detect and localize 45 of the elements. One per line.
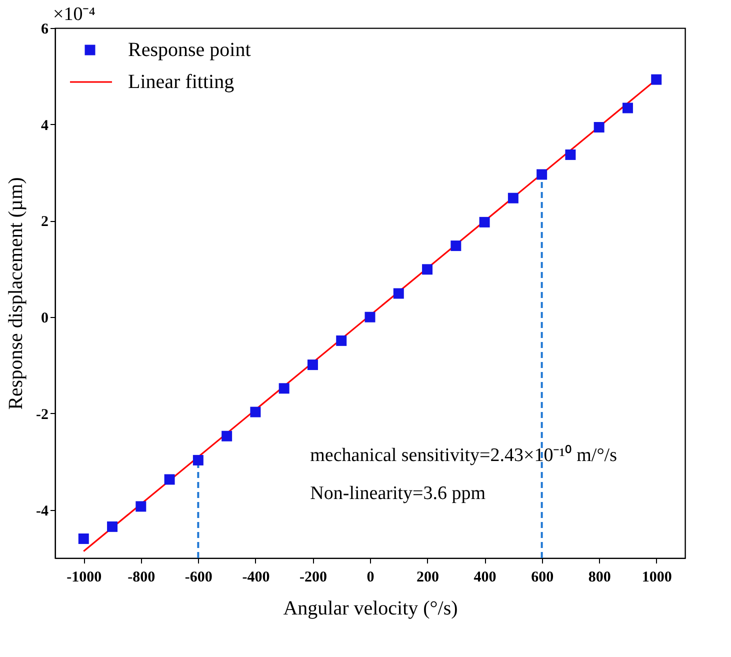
point [450,240,462,252]
x-tick-label: 400 [474,570,496,586]
point [508,192,518,204]
y-tick-label: -4 [36,503,49,520]
x-tick-label: -800 [128,570,156,586]
point [651,74,662,85]
y-tick-label: 6 [41,22,49,38]
annotation: mechanical sensitivity=2.43×10⁻¹⁰ m/°/s [310,444,617,466]
x-axis-title: Angular velocity (°/s) [283,598,458,620]
point [278,383,290,394]
point [222,430,232,442]
y-tick-label: -2 [36,406,48,423]
point [136,501,146,512]
point [336,335,347,346]
x-tick-label: 0 [366,570,374,586]
point [250,406,261,418]
x-tick-label: 600 [531,570,554,586]
x-tick-label: 1000 [642,570,672,586]
point [594,122,604,132]
x-tick-label: -400 [242,570,270,586]
point [364,312,376,322]
point [536,169,548,180]
point [307,360,318,370]
point [164,474,175,485]
x-tick-label: 800 [588,570,611,586]
point [422,264,433,275]
point [622,102,633,114]
annotation: Non-linearity=3.6 ppm [310,483,486,504]
point [565,149,576,160]
point [192,454,204,466]
y-tick-label: 4 [41,118,49,134]
legend-label: Linear fitting [128,71,234,93]
point [107,521,118,532]
y-axis-title: Response displacement (µm) [5,177,28,410]
x-tick-label: 200 [416,570,440,586]
x-tick-label: -1000 [66,570,102,586]
text: ×10⁻⁴ [53,4,96,25]
y-tick-label: 0 [41,310,48,327]
point [393,288,404,299]
point [78,533,89,544]
x-tick-label: -200 [299,570,327,586]
y-tick-label: 2 [41,214,48,230]
point [479,216,490,228]
x-tick-label: -600 [184,570,212,586]
legend-label: Response point [128,39,252,61]
